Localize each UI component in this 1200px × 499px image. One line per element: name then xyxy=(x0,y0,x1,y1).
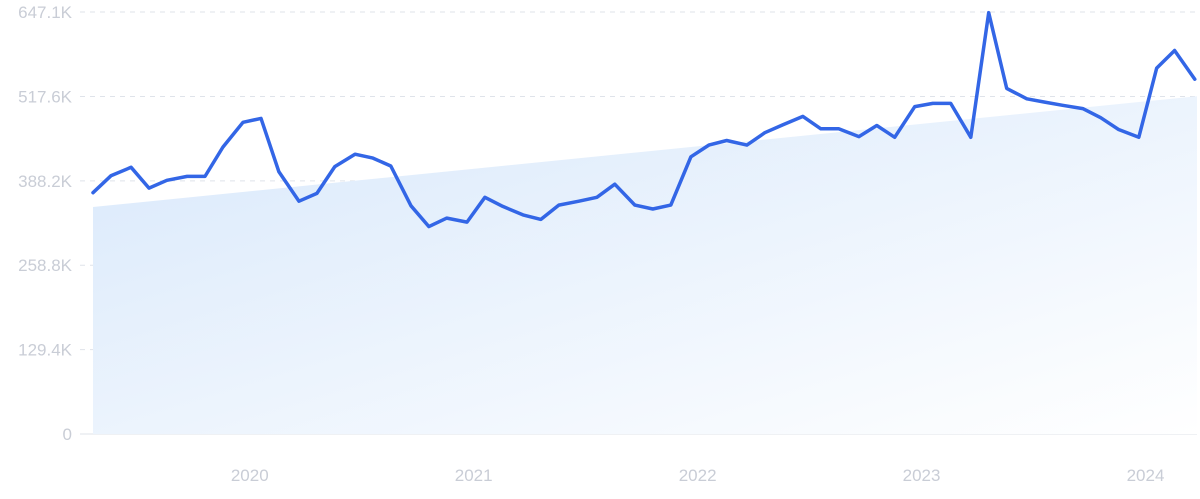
x-tick-label: 2022 xyxy=(679,466,717,485)
x-axis-ticks: 2020 2021 2022 2023 2024 xyxy=(231,466,1165,485)
y-tick-label: 129.4K xyxy=(18,341,73,360)
x-tick-label: 2021 xyxy=(455,466,493,485)
x-tick-label: 2020 xyxy=(231,466,269,485)
y-tick-label: 388.2K xyxy=(18,172,73,191)
series-line xyxy=(91,10,1197,229)
trend-area xyxy=(93,96,1197,434)
x-tick-label: 2024 xyxy=(1127,466,1165,485)
trend-area-fill xyxy=(93,96,1197,434)
y-tick-label: 647.1K xyxy=(18,3,73,22)
series-line-group xyxy=(91,10,1197,229)
y-tick-label: 258.8K xyxy=(18,256,73,275)
y-axis-ticks: 0 129.4K 258.8K 388.2K 517.6K 647.1K xyxy=(18,3,73,444)
x-tick-label: 2023 xyxy=(903,466,941,485)
y-tick-label: 0 xyxy=(63,425,72,444)
y-tick-label: 517.6K xyxy=(18,87,73,106)
